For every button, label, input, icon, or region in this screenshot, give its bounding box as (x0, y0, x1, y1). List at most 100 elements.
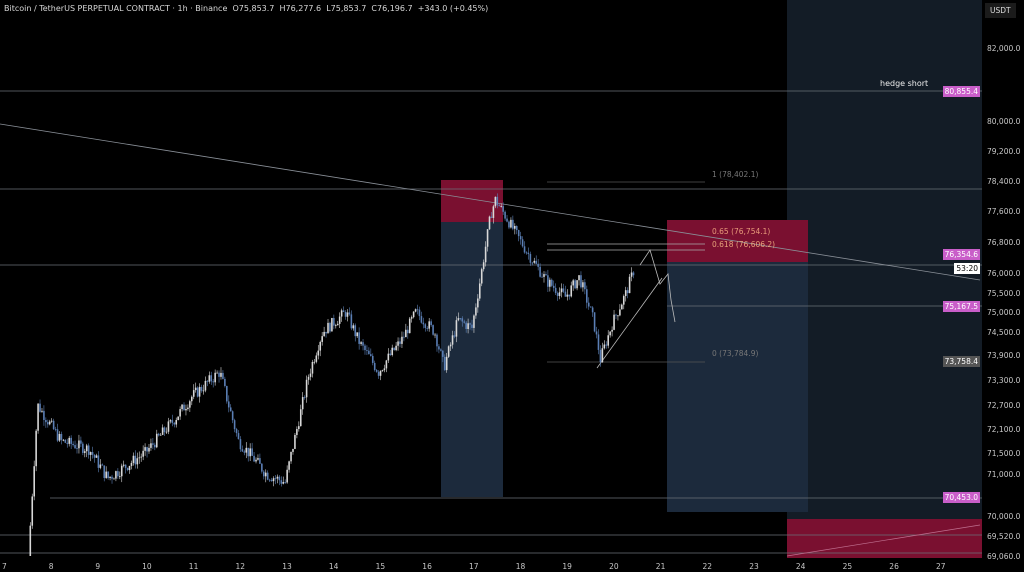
candle-body (227, 401, 230, 408)
y-tick-label: 80,000.0 (987, 117, 1021, 126)
right-long-zone (787, 0, 982, 520)
candle-body (348, 312, 351, 315)
candle-body (290, 451, 292, 462)
candle-body (64, 439, 67, 443)
candle-body (142, 450, 144, 457)
candle-body (303, 397, 306, 398)
candle-body (264, 472, 267, 477)
fib-0-label: 0 (73,784.9) (712, 349, 759, 358)
candle-body (340, 310, 343, 317)
candle-body (231, 411, 234, 421)
candle-body (469, 323, 471, 325)
candle-body (134, 455, 137, 465)
x-tick-label: 27 (936, 562, 946, 571)
candle-body (399, 341, 401, 344)
candle-body (360, 342, 362, 344)
candle-body (319, 341, 322, 351)
candle-body (140, 456, 143, 458)
x-tick-label: 12 (236, 562, 246, 571)
candle-body (593, 312, 596, 332)
candle-body (605, 344, 608, 346)
candle-body (539, 266, 541, 277)
price-label-1: 76,354.6 (942, 249, 980, 260)
long-position-target-zone (441, 222, 503, 497)
candle-body (586, 289, 588, 303)
open-value: O75,853.7 (232, 4, 275, 13)
candle-body (136, 458, 139, 465)
x-tick-label: 15 (376, 562, 386, 571)
candle-body (119, 476, 121, 478)
candle-body (105, 471, 107, 478)
y-tick-label: 73,900.0 (987, 351, 1021, 360)
candle-body (498, 205, 501, 207)
candle-body (41, 410, 43, 412)
candle-body (138, 457, 141, 459)
candle-body (582, 282, 584, 288)
candle-body (461, 318, 464, 322)
candle-body (414, 309, 417, 312)
x-tick-label: 16 (422, 562, 432, 571)
candle-body (473, 315, 475, 328)
candle-body (449, 344, 452, 347)
candle-body (447, 346, 450, 357)
candle-body (146, 447, 148, 452)
candle-body (152, 443, 154, 445)
x-tick-label: 24 (796, 562, 806, 571)
candle-body (177, 416, 179, 420)
candle-body (224, 378, 226, 386)
candle-body (527, 252, 530, 255)
candle-body (432, 325, 434, 335)
candle-body (62, 439, 65, 441)
candle-body (214, 372, 216, 383)
change-value: +343.0 (+0.45%) (417, 4, 489, 13)
candle-body (126, 467, 129, 471)
candle-body (301, 397, 304, 410)
candle-body (401, 336, 403, 344)
candle-body (333, 318, 335, 326)
candle-body (426, 327, 429, 329)
price-label-2: 75,167.5 (942, 301, 980, 312)
candle-body (607, 335, 610, 346)
candle-body (163, 427, 166, 433)
candle-body (299, 409, 302, 427)
candle-body (580, 275, 582, 288)
candle-body (241, 449, 244, 452)
candle-body (599, 349, 602, 363)
y-tick-label: 77,600.0 (987, 207, 1021, 216)
candle-body (504, 211, 506, 219)
candle-body (307, 376, 310, 380)
candle-body (331, 318, 333, 332)
candle-body (74, 445, 76, 449)
candle-body (187, 407, 189, 409)
candle-body (226, 385, 228, 402)
candle-body (562, 288, 565, 292)
candle-body (436, 334, 438, 347)
candle-body (210, 375, 213, 382)
currency-button[interactable]: USDT (985, 3, 1016, 18)
x-tick-label: 14 (329, 562, 339, 571)
candle-body (132, 455, 135, 463)
candle-body (529, 254, 532, 263)
candle-body (500, 206, 502, 207)
countdown-label: 53:20 (954, 263, 980, 274)
candle-body (568, 294, 571, 297)
x-tick-label: 18 (516, 562, 526, 571)
candle-body (519, 236, 522, 240)
candle-body (204, 380, 207, 391)
candle-body (477, 298, 479, 308)
descending-trendline (0, 123, 981, 281)
candle-body (48, 421, 51, 425)
y-tick-label: 70,000.0 (987, 512, 1021, 521)
candle-body (490, 216, 493, 218)
candle-body (154, 444, 156, 448)
candle-body (352, 325, 355, 329)
candle-body (103, 465, 106, 478)
price-label-4: 70,453.0 (942, 492, 980, 503)
candle-body (358, 332, 360, 344)
candle-body (574, 280, 576, 289)
candle-body (389, 353, 392, 355)
candle-body (558, 292, 561, 296)
candle-body (517, 230, 520, 237)
